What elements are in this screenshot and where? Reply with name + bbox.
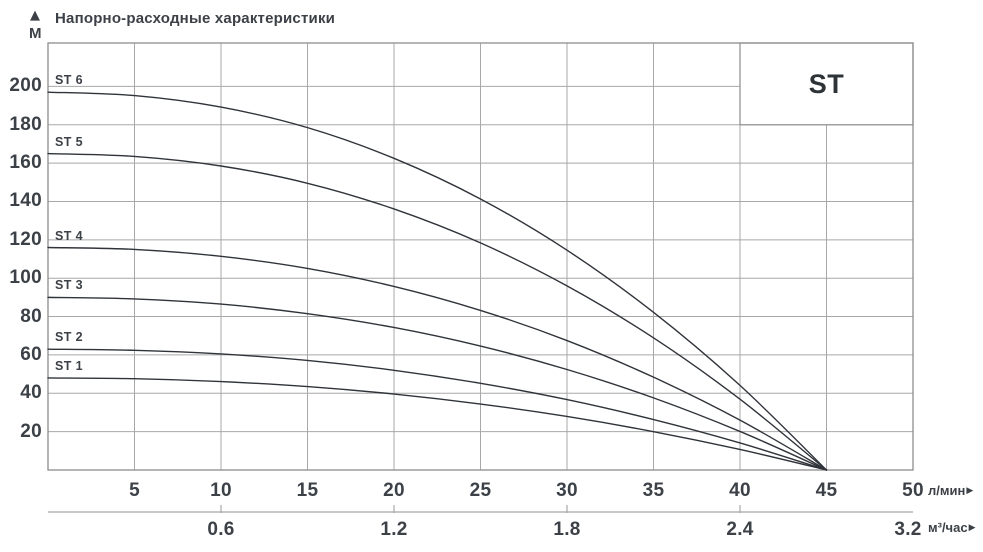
- x-tick-label: 45: [815, 480, 838, 501]
- y-tick-label: 160: [9, 152, 42, 174]
- chart-title: Напорно-расходные характеристики: [55, 10, 336, 27]
- x-tick-label: 40: [729, 480, 751, 501]
- x-tick-label: 10: [210, 480, 232, 501]
- secondary-x-axis-right-arrow-icon: ▶: [968, 523, 976, 533]
- curve-label-st4: ST 4: [55, 228, 83, 243]
- y-tick-label: 100: [9, 267, 42, 289]
- curve-st-1: [47, 377, 828, 471]
- secondary-x-tick-label: 0.6: [207, 519, 235, 540]
- x-axis-right-arrow-icon: ▶: [966, 486, 974, 496]
- curve-label-st5: ST 5: [55, 134, 83, 149]
- curve-label-st3: ST 3: [55, 278, 83, 293]
- curve-label-st1: ST 1: [55, 358, 83, 373]
- y-tick-label: 140: [9, 190, 42, 212]
- x-tick-label: 35: [642, 480, 665, 501]
- curve-label-st6: ST 6: [55, 73, 83, 88]
- plot-frame: [47, 42, 914, 471]
- secondary-x-tick-label: 3.2: [894, 519, 922, 540]
- x-tick-label: 30: [556, 480, 578, 501]
- series-family-badge-box: [739, 42, 914, 126]
- y-tick-label: 60: [20, 343, 42, 365]
- x-tick-label: 25: [469, 480, 492, 501]
- secondary-x-axis-unit: м³/час ▶: [928, 521, 976, 535]
- secondary-x-tick-label: 1.2: [380, 519, 408, 540]
- y-axis-up-arrow-icon: ▲: [30, 8, 40, 23]
- y-tick-label: 120: [9, 228, 42, 250]
- x-tick-label: 5: [129, 480, 140, 501]
- x-tick-label: 15: [296, 480, 319, 501]
- curve-st-4: [47, 246, 828, 471]
- x-tick-label: 50: [902, 480, 924, 501]
- y-tick-label: 200: [9, 75, 42, 97]
- secondary-x-tick-label: 1.8: [553, 519, 581, 540]
- y-axis-unit-label: М: [29, 25, 42, 42]
- secondary-x-axis-unit-label: м³/час: [928, 520, 968, 535]
- x-tick-label: 20: [383, 480, 405, 501]
- y-tick-label: 20: [20, 420, 42, 442]
- curve-st-6: [47, 91, 828, 471]
- x-axis-unit: л/мин ▶: [928, 484, 973, 498]
- curve-label-st2: ST 2: [55, 330, 83, 345]
- y-tick-label: 180: [9, 113, 42, 135]
- x-axis-unit-label: л/мин: [928, 483, 966, 498]
- y-tick-label: 40: [20, 382, 42, 404]
- curve-st-3: [47, 296, 828, 471]
- secondary-x-tick-label: 2.4: [726, 519, 754, 540]
- curve-st-5: [47, 152, 828, 471]
- series-family-badge: ST: [808, 68, 845, 99]
- y-tick-label: 80: [20, 305, 42, 327]
- curve-st-2: [47, 348, 828, 471]
